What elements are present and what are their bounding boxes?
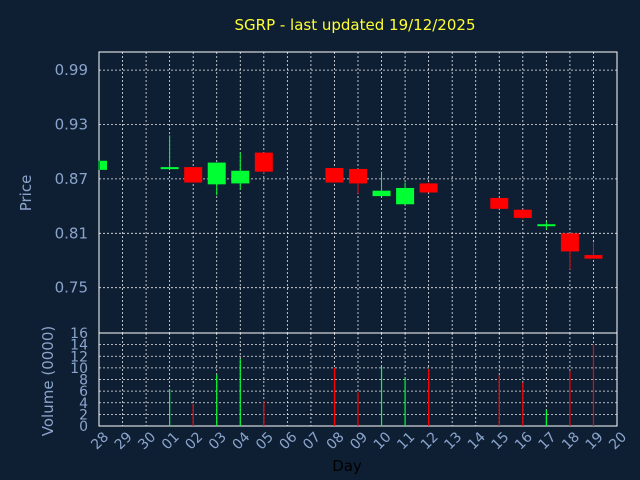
day-tick-label: 03 [206,429,230,453]
candle-body [325,168,344,183]
candle-body [490,197,509,209]
day-tick-label: 18 [559,429,583,453]
volume-tick-label: 10 [70,361,88,377]
candle-body [537,224,556,227]
candle-body [513,209,532,218]
day-tick-label: 07 [300,429,324,453]
day-tick-labels: 28 29 30 01 02 03 04 05 06 07 08 09 10 11 12 13 14 15 16 17… [88,429,630,453]
day-tick-label: 11 [394,429,418,453]
price-axis-title: Price [17,175,35,212]
candle-body [100,160,107,170]
price-tick-label: 0.81 [55,224,88,242]
volume-axis-title: Volume (0000) [39,326,57,436]
candle-body [560,233,579,252]
day-tick-label: 05 [253,429,277,453]
candle-body [419,183,438,193]
day-tick-label: 16 [512,429,536,453]
day-tick-label: 19 [583,429,607,453]
price-tick-label: 0.87 [55,170,88,188]
volume-tick-label: 2 [79,407,88,423]
chart-title: SGRP - last updated 19/12/2025 [235,16,476,34]
candle-body [231,170,250,184]
volume-tick-label: 16 [70,326,88,342]
day-tick-label: 08 [324,429,348,453]
day-tick-label: 01 [159,429,183,453]
grid-lines [98,52,618,427]
price-tick-label: 0.99 [55,61,88,79]
volume-tick-label: 6 [79,384,88,400]
volume-series [169,344,595,426]
volume-tick-label: 4 [79,396,88,412]
day-tick-label: 14 [465,429,489,453]
day-tick-label: 04 [229,429,253,453]
price-tick-label: 0.75 [55,279,88,297]
volume-tick-label: 12 [70,349,88,365]
day-tick-label: 15 [488,429,512,453]
day-tick-label: 17 [536,429,560,453]
day-tick-label: 06 [277,429,301,453]
price-tick-label: 0.93 [55,116,88,134]
candle-body [184,167,203,183]
candle-body [584,255,603,259]
candle-body [160,167,179,170]
price-tick-labels: 0.99 0.93 0.87 0.81 0.75 [55,61,88,297]
candle-body [372,190,391,197]
day-tick-label: 20 [606,429,630,453]
candle-body [349,168,367,184]
candle-body [254,152,273,172]
day-tick-label: 12 [418,429,442,453]
volume-tick-label: 14 [70,338,88,354]
day-tick-label: 29 [112,429,136,453]
day-tick-label: 10 [371,429,395,453]
candle-body [207,162,226,185]
day-tick-label: 09 [347,429,371,453]
day-tick-label: 02 [182,429,206,453]
day-tick-label: 30 [135,429,159,453]
x-axis-title: Day [332,457,362,475]
volume-tick-label: 8 [79,373,88,389]
day-tick-label: 13 [441,429,465,453]
candlestick-series [98,135,603,270]
day-tick-label: 28 [88,429,112,453]
candle-body [396,187,415,205]
volume-tick-label: 0 [79,419,88,435]
